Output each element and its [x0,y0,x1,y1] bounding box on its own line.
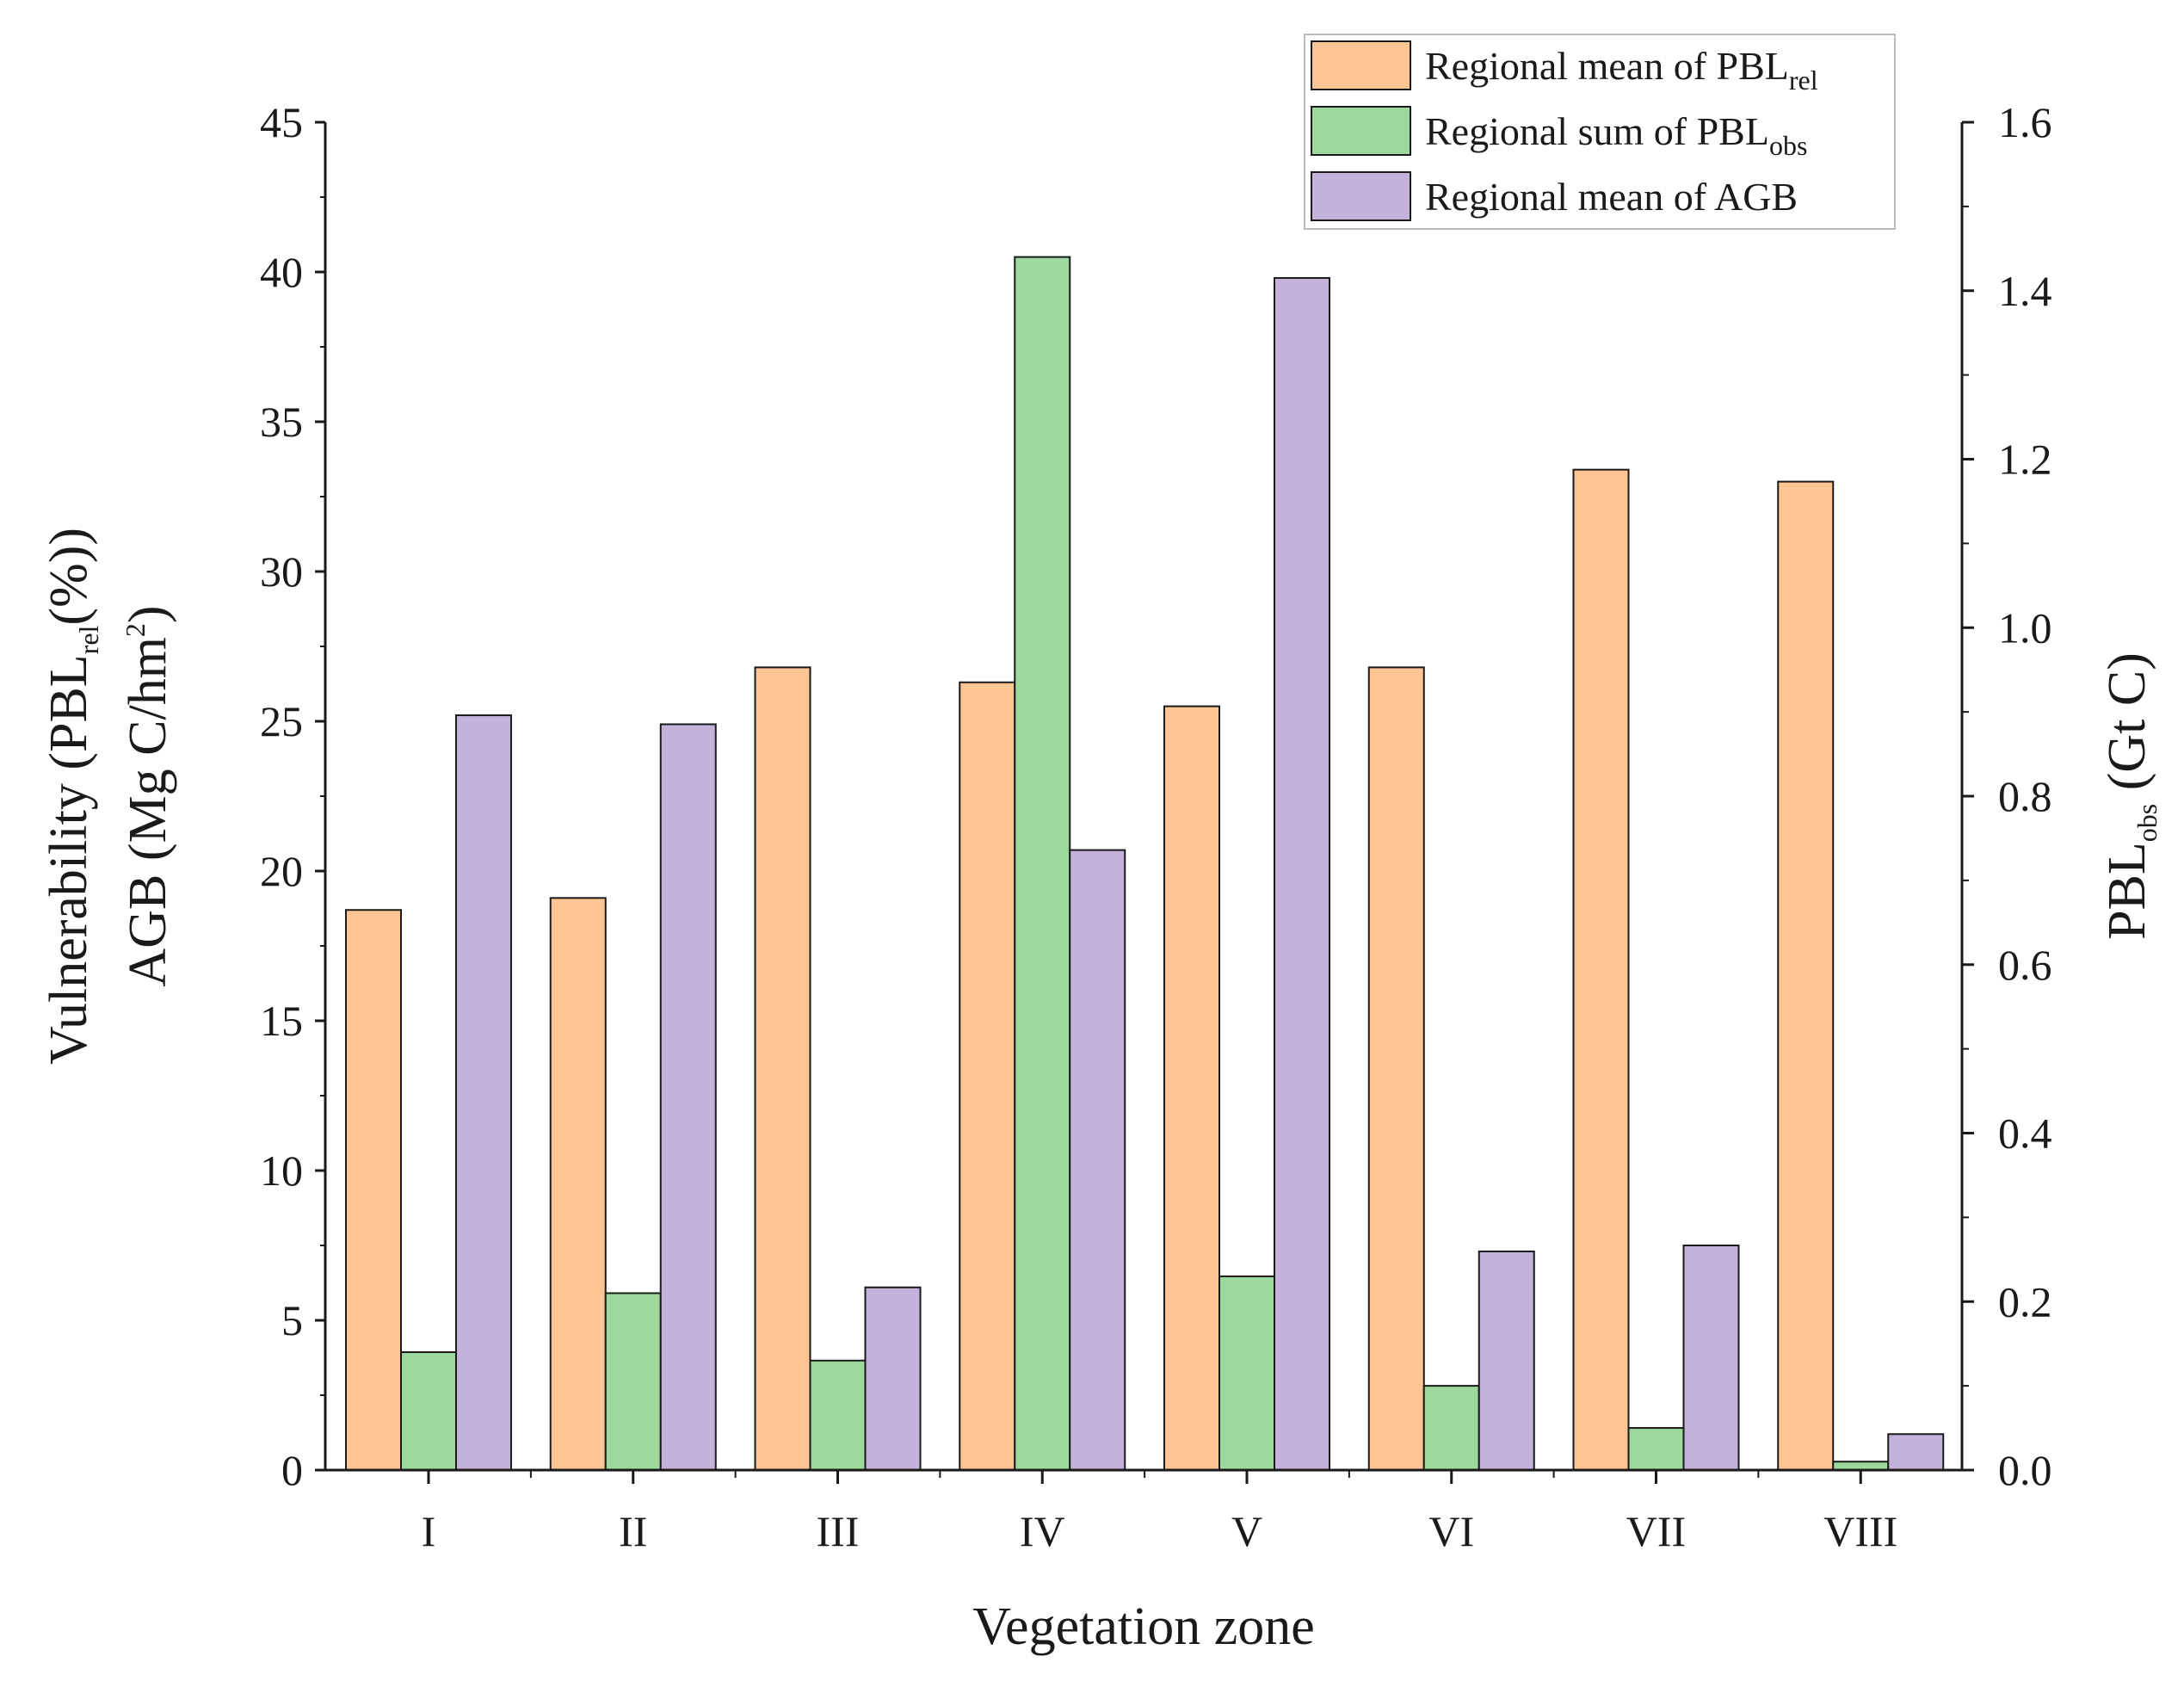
x-tick-label-V: V [1231,1507,1262,1555]
left-tick-label: 20 [260,847,303,895]
bar-pbl-rel-VII [1572,468,1630,1471]
bar-pbl-rel-VI [1367,666,1425,1471]
right-tick-label: 0.0 [1998,1446,2052,1494]
left-tick-label: 30 [260,547,303,596]
left-tick-label: 5 [281,1296,303,1344]
x-tick-label-II: II [619,1507,647,1555]
bar-pbl-rel-I [345,909,402,1471]
bar-pbl-obs-III [809,1359,867,1471]
left-tick-label: 35 [260,398,303,446]
bar-pbl-obs-VII [1627,1427,1685,1471]
left-y-axis-title-line2: AGB (Mg C/hm2) [119,605,177,986]
bar-pbl-obs-VI [1422,1385,1480,1471]
x-tick-label-III: III [817,1507,860,1555]
bar-agb-III [864,1286,922,1471]
right-tick-label: 0.2 [1998,1277,2052,1325]
bar-pbl-rel-VIII [1777,480,1835,1471]
right-tick-label: 1.4 [1998,267,2052,315]
right-y-axis-title: PBLobs (Gt C) [2098,652,2162,940]
legend-swatch-agb [1311,171,1411,221]
left-axis-ticks: 0 5 10 15 20 25 30 35 40 45 [260,98,325,1494]
left-tick-label: 0 [281,1446,303,1494]
left-tick-label: 10 [260,1146,303,1195]
right-tick-label: 0.4 [1998,1109,2052,1158]
bar-pbl-obs-I [400,1350,457,1471]
x-axis-title: Vegetation zone [972,1597,1315,1656]
right-tick-label: 0.8 [1998,772,2052,820]
left-tick-label: 40 [260,248,303,296]
bar-pbl-rel-V [1163,705,1220,1471]
legend-label-agb: Regional mean of AGB [1425,175,1798,219]
legend-swatch-pbl-rel [1311,40,1411,90]
right-tick-label: 1.2 [1998,436,2052,484]
left-tick-label: 25 [260,697,303,745]
right-tick-label: 1.6 [1998,98,2052,146]
right-axis-ticks: 0.0 0.2 0.4 0.6 0.8 1.0 1.2 1.4 1.6 [1962,98,2052,1494]
bar-agb-II [659,723,717,1471]
bar-agb-VIII [1887,1433,1945,1471]
x-tick-label-VII: VII [1626,1507,1686,1555]
bar-pbl-obs-II [604,1292,662,1472]
bar-pbl-rel-III [754,666,811,1471]
legend-swatch-pbl-obs [1311,106,1411,156]
x-axis-ticks: I II III IV V VI VII VIII [422,1470,1897,1555]
bar-group [345,256,1945,1472]
x-tick-label-IV: IV [1020,1507,1065,1555]
bar-agb-IV [1069,849,1126,1471]
x-tick-label-VI: VI [1428,1507,1474,1555]
legend: Regional mean of PBLrel Regional sum of … [1304,34,1896,230]
right-tick-label: 0.6 [1998,941,2052,989]
bar-pbl-obs-V [1218,1275,1275,1471]
bar-agb-I [455,714,512,1471]
bar-agb-V [1274,276,1330,1472]
bar-pbl-obs-IV [1014,256,1071,1472]
left-y-axis-title-line1: Vulnerability (PBLrel(%)) [40,528,104,1065]
left-tick-label: 15 [260,997,303,1045]
right-tick-label: 1.0 [1998,603,2052,652]
left-tick-label: 45 [260,98,303,146]
bar-pbl-rel-II [549,897,607,1471]
legend-label-pbl-obs: Regional sum of PBLobs [1425,109,1807,161]
x-tick-label-I: I [422,1507,436,1555]
bar-pbl-rel-IV [959,681,1016,1471]
bar-agb-VI [1478,1250,1535,1471]
x-tick-label-VIII: VIII [1823,1507,1897,1555]
legend-label-pbl-rel: Regional mean of PBLrel [1425,44,1818,96]
bar-agb-VII [1682,1245,1740,1471]
